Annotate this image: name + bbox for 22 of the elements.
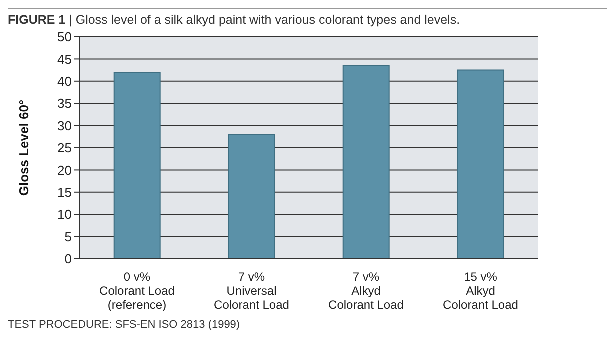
bar bbox=[114, 72, 161, 259]
chart-title: FIGURE 1 | Gloss level of a silk alkyd paint with various colorant types and levels. bbox=[8, 8, 607, 27]
y-tick-label: 25 bbox=[58, 140, 72, 156]
y-tick-label: 45 bbox=[58, 52, 72, 67]
text: TEST PROCEDURE: SFS-EN ISO 2813 (1999) bbox=[8, 319, 242, 331]
y-tick-label: 20 bbox=[58, 162, 72, 178]
x-tick-label: 0 v% Colorant Load (reference) bbox=[100, 270, 175, 312]
y-tick-label: 10 bbox=[58, 207, 72, 222]
x-tick-label: 7 v% Alkyd Colorant Load bbox=[328, 270, 404, 312]
y-tick-label: 15 bbox=[58, 185, 72, 200]
bar bbox=[457, 70, 504, 259]
x-tick-label: 7 v% Universal Colorant Load bbox=[214, 270, 290, 312]
y-tick-label: 0 bbox=[64, 252, 72, 267]
x-tick-label: 15 v% Alkyd Colorant Load bbox=[443, 270, 518, 312]
y-tick-label: 50 bbox=[58, 30, 72, 45]
y-axis-title: Gloss Level 60° bbox=[16, 100, 32, 196]
y-tick-label: 30 bbox=[58, 118, 72, 134]
y-tick-label: 40 bbox=[58, 74, 72, 90]
y-tick-label: 35 bbox=[58, 96, 72, 112]
bar bbox=[228, 134, 276, 259]
y-tick-label: 5 bbox=[64, 229, 72, 244]
bar bbox=[342, 65, 390, 259]
